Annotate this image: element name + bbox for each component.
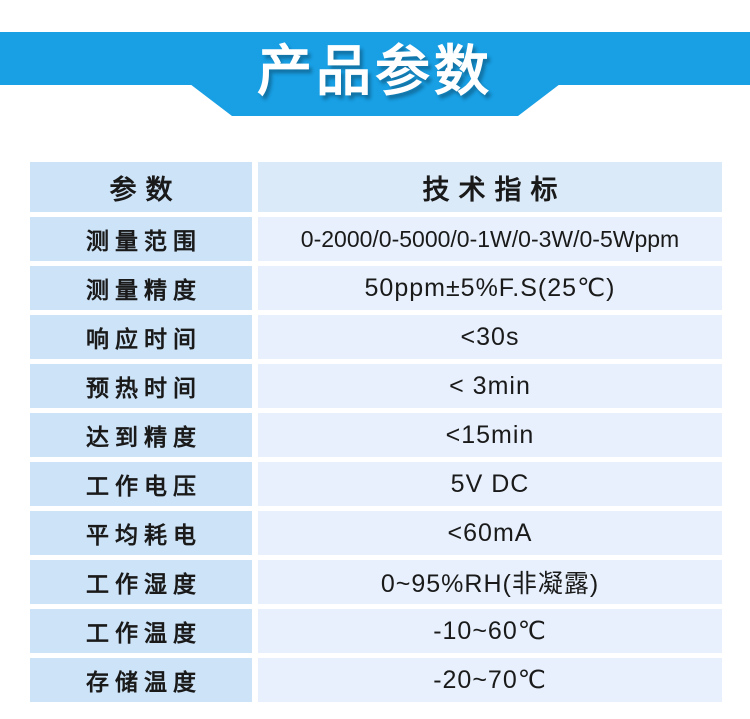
table-row: 工作电压 5V DC	[30, 462, 722, 506]
table-row: 测量范围 0-2000/0-5000/0-1W/0-3W/0-5Wppm	[30, 217, 722, 261]
param-cell: 达到精度	[30, 413, 252, 457]
value-cell: <30s	[258, 315, 722, 359]
param-cell: 工作温度	[30, 609, 252, 653]
value-cell: -20~70℃	[258, 658, 722, 702]
value-cell: <15min	[258, 413, 722, 457]
value-header-cell: 技术指标	[258, 162, 722, 212]
table-header-row: 参数 技术指标	[30, 162, 722, 212]
table-row: 工作湿度 0~95%RH(非凝露)	[30, 560, 722, 604]
param-cell: 存储温度	[30, 658, 252, 702]
table-row: 存储温度 -20~70℃	[30, 658, 722, 702]
table-row: 预热时间 < 3min	[30, 364, 722, 408]
value-cell: 0-2000/0-5000/0-1W/0-3W/0-5Wppm	[258, 217, 722, 261]
banner-bar	[0, 32, 750, 85]
param-header-cell: 参数	[30, 162, 252, 212]
banner-ribbon-tail	[190, 84, 560, 116]
param-cell: 响应时间	[30, 315, 252, 359]
param-cell: 平均耗电	[30, 511, 252, 555]
value-cell: < 3min	[258, 364, 722, 408]
table-row: 测量精度 50ppm±5%F.S(25℃)	[30, 266, 722, 310]
table-row: 响应时间 <30s	[30, 315, 722, 359]
table-row: 工作温度 -10~60℃	[30, 609, 722, 653]
spec-table: 参数 技术指标 测量范围 0-2000/0-5000/0-1W/0-3W/0-5…	[30, 162, 722, 707]
table-row: 达到精度 <15min	[30, 413, 722, 457]
param-cell: 测量范围	[30, 217, 252, 261]
param-cell: 工作湿度	[30, 560, 252, 604]
value-cell: 0~95%RH(非凝露)	[258, 560, 722, 604]
table-row: 平均耗电 <60mA	[30, 511, 722, 555]
value-cell: -10~60℃	[258, 609, 722, 653]
param-cell: 预热时间	[30, 364, 252, 408]
value-cell: 5V DC	[258, 462, 722, 506]
param-cell: 测量精度	[30, 266, 252, 310]
value-cell: 50ppm±5%F.S(25℃)	[258, 266, 722, 310]
page-title: 产品参数	[256, 40, 493, 102]
param-cell: 工作电压	[30, 462, 252, 506]
value-cell: <60mA	[258, 511, 722, 555]
